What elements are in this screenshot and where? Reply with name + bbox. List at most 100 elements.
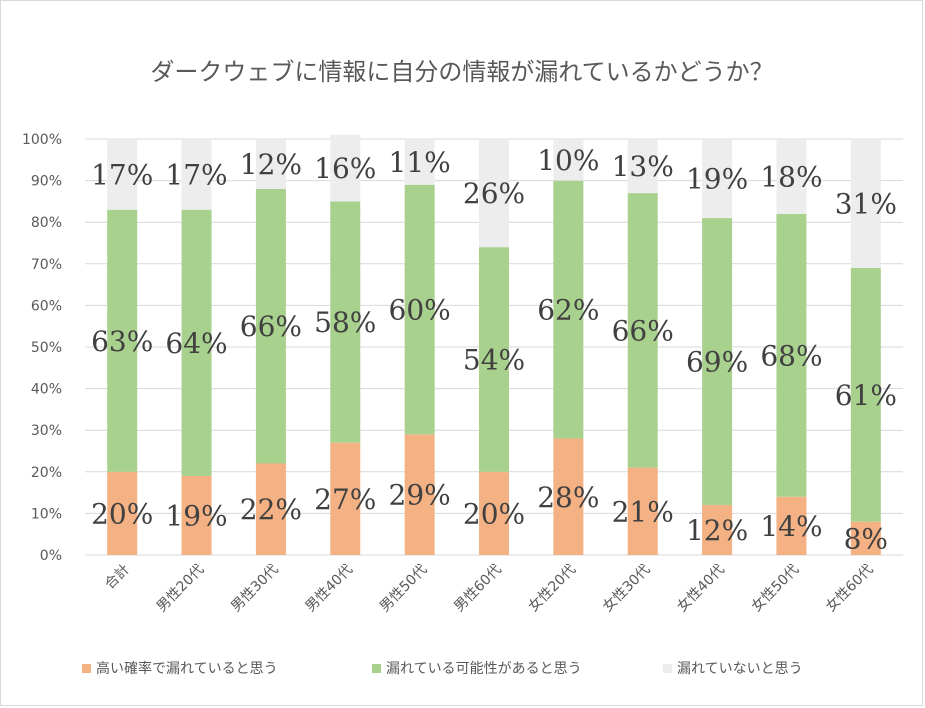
data-label: 16% (314, 152, 376, 185)
bar-segment (107, 209, 138, 472)
data-label: 66% (612, 314, 674, 347)
bar-segment (330, 134, 361, 202)
data-label: 26% (463, 177, 525, 210)
data-label: 17% (91, 158, 153, 191)
bar-segment (627, 139, 658, 194)
bar-segment (181, 209, 212, 476)
x-category-label: 男性40代 (302, 562, 356, 616)
data-label: 18% (760, 160, 822, 193)
bar-segment (850, 521, 881, 555)
bar-segment (181, 475, 212, 555)
x-category-label: 女性20代 (525, 561, 579, 615)
x-category-label: 男性50代 (377, 562, 431, 616)
data-label: 8% (844, 522, 888, 555)
x-category-label: 女性50代 (748, 561, 802, 615)
data-label: 31% (835, 187, 897, 220)
bar-segment (255, 463, 286, 555)
y-tick-label: 10% (31, 506, 62, 522)
legend-entry: 漏れていないと思う (677, 661, 803, 677)
bars (107, 134, 881, 555)
bar-segment (107, 471, 138, 555)
data-label: 58% (314, 306, 376, 339)
legend-swatch (663, 664, 672, 673)
x-category-label: 合計 (102, 562, 133, 593)
bar-segment (479, 471, 509, 555)
bar-segment (776, 213, 807, 497)
data-label: 19% (165, 499, 227, 532)
bar-segment (702, 218, 733, 506)
data-label: 68% (760, 339, 822, 372)
bar-segment (255, 139, 286, 189)
data-label: 29% (389, 479, 451, 512)
data-label: 12% (686, 514, 748, 547)
chart-title: ダークウェブに情報に自分の情報が漏れているかどうか？ (150, 58, 773, 86)
y-tick-label: 0% (40, 548, 62, 564)
data-label: 21% (612, 495, 674, 528)
data-label: 20% (463, 497, 525, 530)
data-label: 12% (240, 148, 302, 181)
data-label: 20% (91, 497, 153, 530)
bar-segment (479, 139, 509, 248)
legend: 高い確率で漏れていると思う 漏れている可能性があると思う 漏れていないと思う (82, 660, 803, 677)
data-label: 11% (389, 146, 451, 179)
y-tick-label: 90% (31, 174, 62, 190)
data-label: 10% (537, 144, 599, 177)
data-label: 69% (686, 346, 748, 379)
data-label: 19% (686, 163, 748, 196)
data-labels: 20% 63% 17% 19% 64% 17% 22% 66% 12% 27% 58% 16% 29% 6… (91, 144, 897, 556)
data-label: 60% (389, 294, 451, 327)
x-axis-categories: 合計 男性20代 男性30代 男性40代 男性50代 男性60代 女性20代 女性30代 女性4… (102, 561, 877, 615)
bar-segment (553, 139, 584, 181)
legend-entry: 漏れている可能性があると思う (386, 661, 582, 677)
bar-segment (627, 193, 658, 468)
y-axis-ticks: 0% 10% 20% 30% 40% 50% 60% 70% 80% 90% 100% (22, 132, 62, 564)
x-category-label: 男性30代 (228, 562, 282, 616)
bar-segment (479, 247, 509, 472)
bar-segment (330, 442, 361, 555)
y-tick-label: 20% (31, 465, 62, 481)
bar-segment (702, 505, 733, 555)
data-label: 13% (612, 150, 674, 183)
bar-segment (107, 139, 138, 210)
bar-segment (404, 434, 435, 555)
legend-swatch (82, 664, 91, 673)
data-label: 22% (240, 493, 302, 526)
data-label: 27% (314, 483, 376, 516)
bar-segment (330, 201, 361, 443)
data-label: 14% (760, 510, 822, 543)
data-label: 54% (463, 343, 525, 376)
data-label: 17% (165, 158, 227, 191)
legend-entry: 高い確率で漏れていると思う (96, 660, 278, 677)
data-label: 63% (91, 325, 153, 358)
y-tick-label: 60% (31, 298, 62, 314)
bar-segment (255, 188, 286, 464)
y-tick-label: 70% (31, 257, 62, 273)
x-category-label: 女性60代 (822, 561, 876, 615)
y-tick-label: 30% (31, 423, 62, 439)
bar-segment (404, 139, 435, 185)
data-label: 61% (835, 379, 897, 412)
bar-segment (850, 267, 881, 522)
bar-segment (776, 139, 807, 214)
bar-segment (181, 139, 212, 210)
data-label: 28% (537, 481, 599, 514)
x-category-label: 男性20代 (154, 562, 208, 616)
bar-segment (553, 438, 584, 555)
bar-segment (627, 467, 658, 555)
y-tick-label: 80% (31, 215, 62, 231)
data-label: 66% (240, 310, 302, 343)
y-tick-label: 50% (31, 340, 62, 356)
bar-segment (850, 139, 881, 268)
y-tick-label: 40% (31, 382, 62, 398)
data-label: 62% (537, 294, 599, 327)
bar-segment (553, 180, 584, 439)
bar-segment (404, 184, 435, 435)
x-category-label: 男性60代 (451, 562, 505, 616)
bar-segment (702, 139, 733, 219)
legend-swatch (372, 664, 381, 673)
bar-segment (776, 496, 807, 555)
data-label: 64% (165, 327, 227, 360)
y-tick-label: 100% (22, 132, 62, 148)
